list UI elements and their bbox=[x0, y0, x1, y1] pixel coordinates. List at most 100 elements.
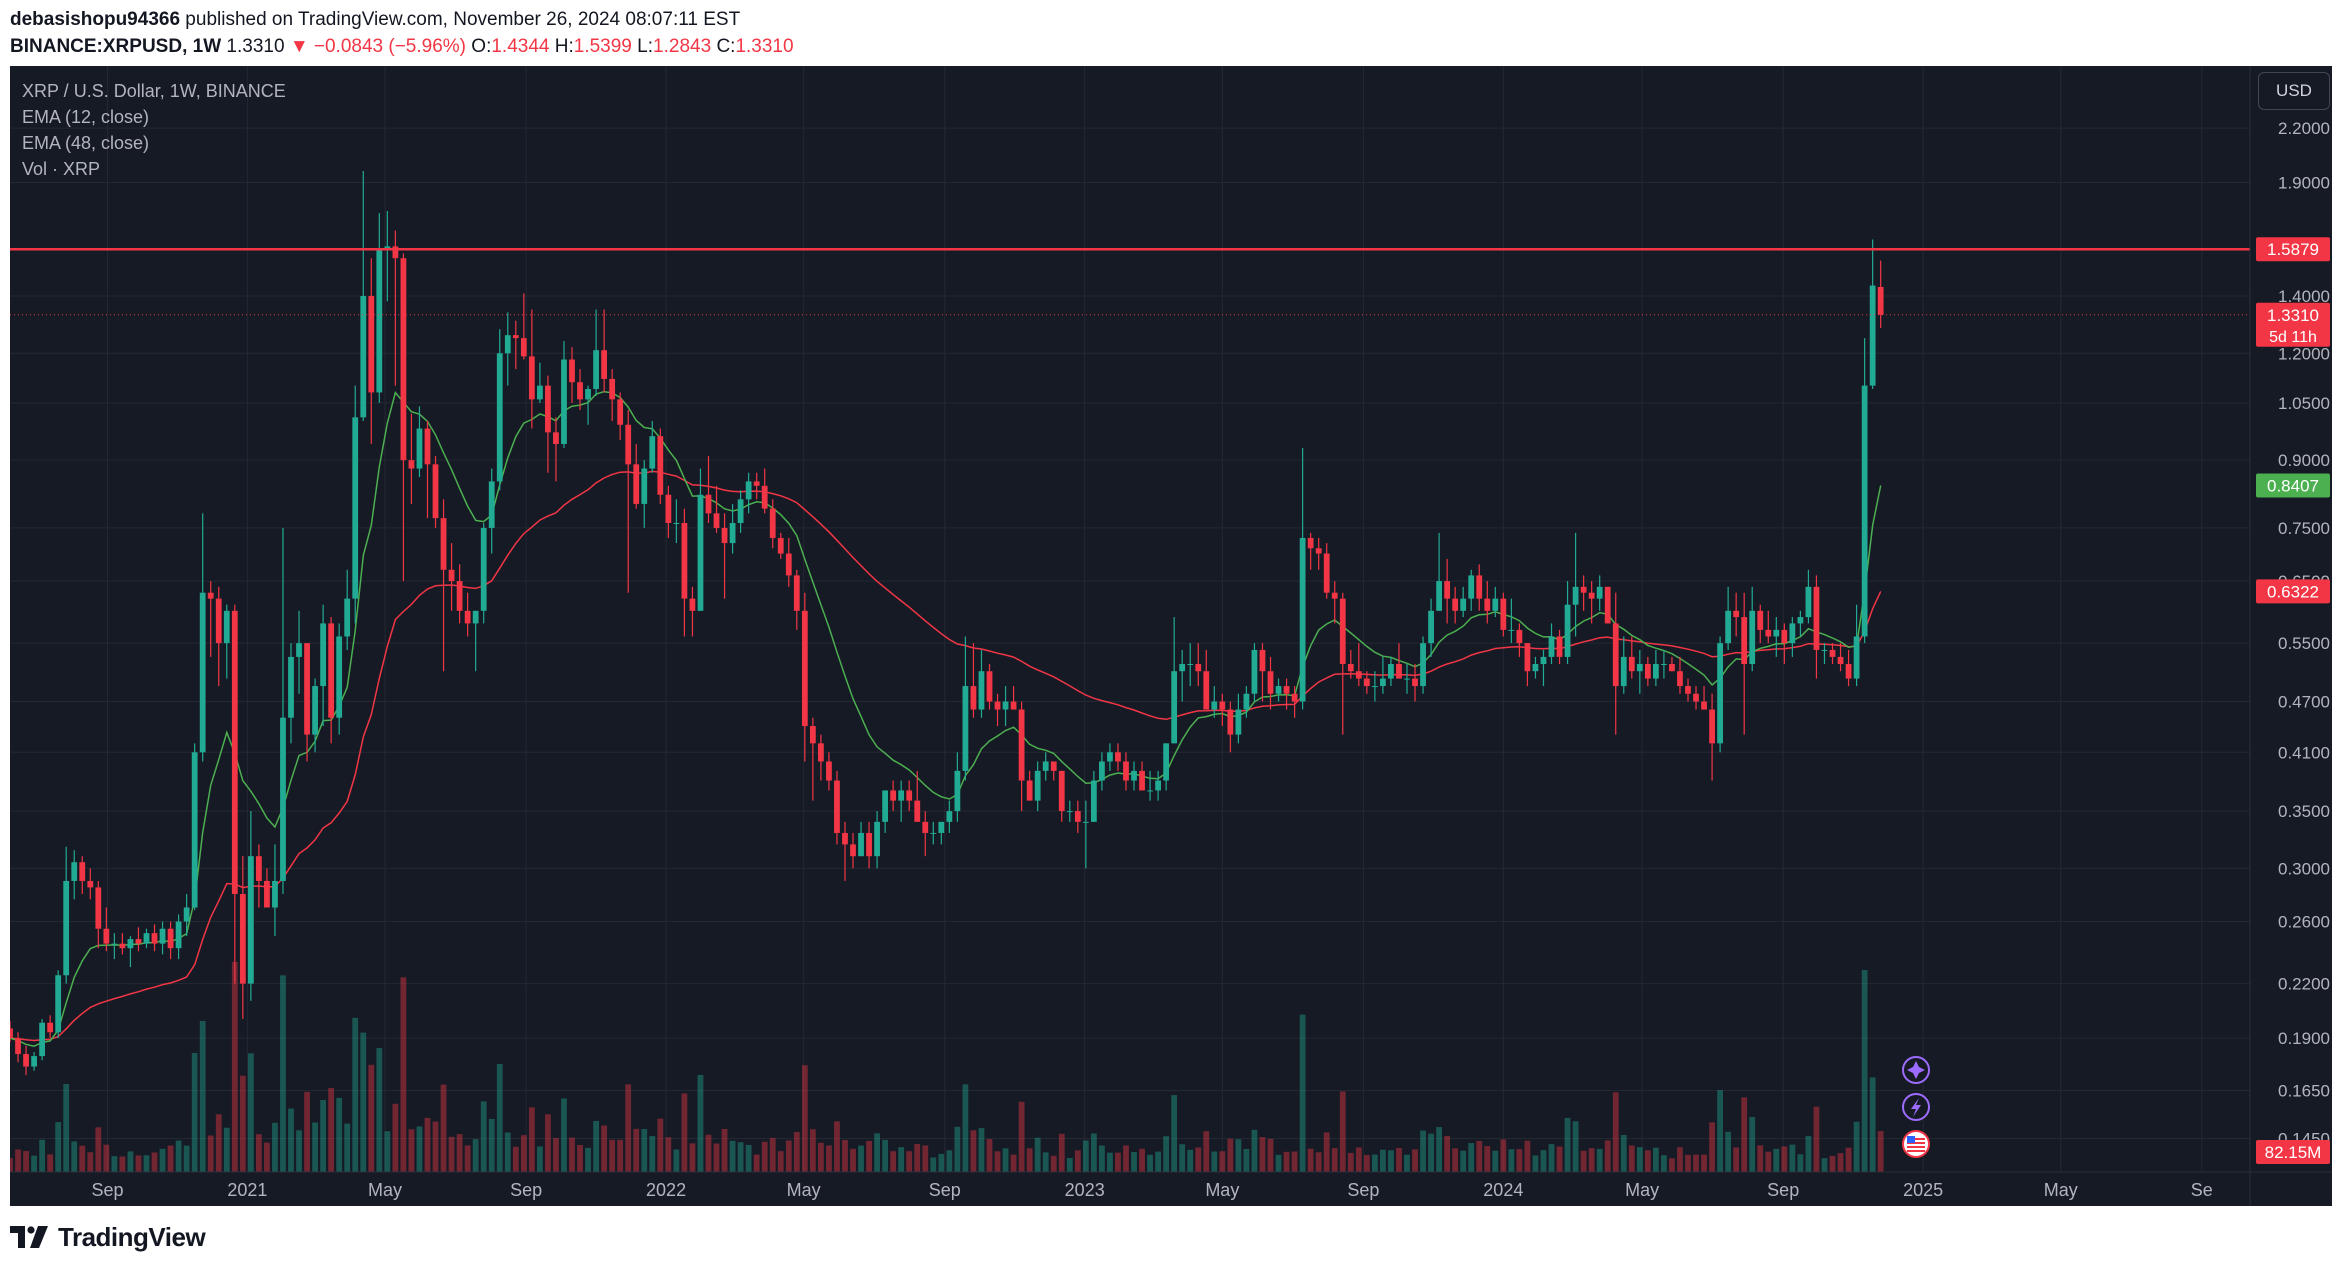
volume-bar bbox=[1388, 1150, 1394, 1172]
volume-bar bbox=[914, 1143, 921, 1172]
candle-body bbox=[23, 1054, 29, 1067]
candle bbox=[296, 610, 302, 694]
volume-bar bbox=[424, 1117, 431, 1172]
candle-body bbox=[1709, 709, 1715, 744]
candle-body bbox=[1484, 598, 1491, 611]
volume-bar bbox=[392, 1103, 399, 1172]
volume-bar bbox=[1428, 1133, 1434, 1172]
sparkle-event-icon[interactable] bbox=[1902, 1056, 1930, 1084]
x-tick-label: 2021 bbox=[227, 1180, 267, 1200]
candle bbox=[1066, 800, 1073, 822]
volume-bar bbox=[625, 1084, 632, 1172]
volume-bar bbox=[1476, 1140, 1483, 1172]
candle bbox=[255, 844, 262, 908]
candle bbox=[1644, 656, 1651, 687]
candle-body bbox=[1500, 598, 1507, 630]
volume-bar bbox=[1805, 1136, 1812, 1172]
candle bbox=[761, 468, 768, 514]
volume-bar bbox=[1749, 1117, 1756, 1172]
volume-bar bbox=[1548, 1144, 1555, 1172]
volume-bar bbox=[850, 1148, 856, 1172]
candle-body bbox=[625, 424, 632, 465]
candle-body bbox=[1436, 581, 1442, 611]
candle bbox=[1123, 752, 1129, 791]
legend-ema48[interactable]: EMA (48, close) bbox=[22, 133, 150, 153]
volume-bar bbox=[1042, 1152, 1049, 1172]
candle bbox=[657, 428, 664, 504]
volume-bar bbox=[553, 1138, 559, 1172]
candle bbox=[1572, 532, 1579, 637]
candle-body bbox=[1644, 663, 1651, 679]
flag-canton bbox=[1907, 1136, 1915, 1143]
price-badge-0-text: 1.3310 bbox=[2267, 306, 2319, 325]
flag-stripe bbox=[1907, 1142, 1925, 1144]
candle bbox=[1853, 604, 1860, 687]
legend-volume[interactable]: Vol · XRP bbox=[22, 159, 101, 179]
volume-bar bbox=[1339, 1091, 1346, 1172]
candle-body bbox=[1789, 623, 1796, 644]
volume-bar bbox=[408, 1129, 415, 1172]
candle bbox=[1227, 701, 1234, 753]
candle-body bbox=[761, 485, 768, 509]
candle-body bbox=[15, 1038, 21, 1055]
candle bbox=[946, 800, 953, 833]
currency-button[interactable]: USD bbox=[2258, 72, 2330, 110]
volume-bar bbox=[1773, 1148, 1780, 1172]
volume-bar bbox=[320, 1100, 327, 1172]
candle bbox=[753, 472, 760, 500]
legend-ema12[interactable]: EMA (12, close) bbox=[22, 107, 150, 127]
volume-bar bbox=[1789, 1144, 1796, 1172]
volume-bar bbox=[1604, 1140, 1611, 1172]
candle-body bbox=[962, 686, 969, 771]
candle-body bbox=[143, 933, 150, 944]
candle-body bbox=[1580, 586, 1587, 593]
legend-title[interactable]: XRP / U.S. Dollar, 1W, BINANCE bbox=[22, 81, 286, 101]
candle-body bbox=[183, 907, 190, 922]
candle bbox=[1500, 592, 1507, 637]
x-tick-label: Se bbox=[2191, 1180, 2213, 1200]
candle-body bbox=[1845, 663, 1852, 679]
candle-body bbox=[1187, 663, 1194, 665]
candle-body bbox=[1026, 780, 1033, 801]
candle bbox=[1669, 656, 1675, 672]
candle bbox=[1219, 693, 1226, 727]
candle-body bbox=[392, 246, 399, 259]
candle-body bbox=[400, 258, 407, 461]
candle bbox=[1396, 643, 1402, 679]
candle-body bbox=[464, 610, 471, 624]
candle bbox=[1315, 537, 1322, 570]
chart-legend: XRP / U.S. Dollar, 1W, BINANCE EMA (12, … bbox=[22, 78, 286, 182]
tradingview-logo[interactable]: TradingView bbox=[10, 1220, 206, 1254]
volume-bar bbox=[1396, 1147, 1402, 1172]
last-price: 1.3310 bbox=[226, 36, 285, 57]
candle-body bbox=[1444, 581, 1451, 599]
volume-bar bbox=[1034, 1137, 1041, 1172]
candle bbox=[464, 592, 471, 637]
volume-bar bbox=[930, 1157, 937, 1172]
candle-body bbox=[617, 399, 624, 425]
price-chart[interactable]: 0.14500.16500.19000.22000.26000.30000.35… bbox=[10, 66, 2332, 1206]
candle bbox=[1259, 643, 1266, 702]
candle-body bbox=[1163, 743, 1170, 781]
price-change: ▼ −0.0843 (−5.96%) bbox=[289, 36, 467, 57]
candle-body bbox=[496, 353, 503, 482]
low-value: 1.2843 bbox=[653, 36, 712, 57]
chart-panel[interactable]: 0.1450 0.1650 0.1900 0.2200 0.2600 0.3000 0.35… bbox=[10, 66, 2332, 1206]
candle bbox=[1355, 643, 1362, 687]
candle-body bbox=[721, 527, 728, 544]
candle-body bbox=[1115, 752, 1121, 762]
candle-body bbox=[970, 686, 977, 710]
volume-bar bbox=[191, 1052, 198, 1172]
candle bbox=[1211, 686, 1218, 718]
lightning-event-icon[interactable] bbox=[1902, 1093, 1930, 1121]
publish-line: debasishopu94366 published on TradingVie… bbox=[10, 6, 2330, 33]
us-flag-event-icon[interactable] bbox=[1902, 1130, 1930, 1158]
candle bbox=[665, 485, 672, 538]
author-name[interactable]: debasishopu94366 bbox=[10, 9, 181, 30]
volume-bar bbox=[609, 1139, 616, 1172]
candle-body bbox=[1371, 686, 1378, 688]
candle-body bbox=[296, 643, 302, 657]
x-tick-label: May bbox=[787, 1180, 821, 1200]
volume-bar bbox=[954, 1126, 961, 1172]
volume-bar bbox=[1564, 1117, 1571, 1172]
